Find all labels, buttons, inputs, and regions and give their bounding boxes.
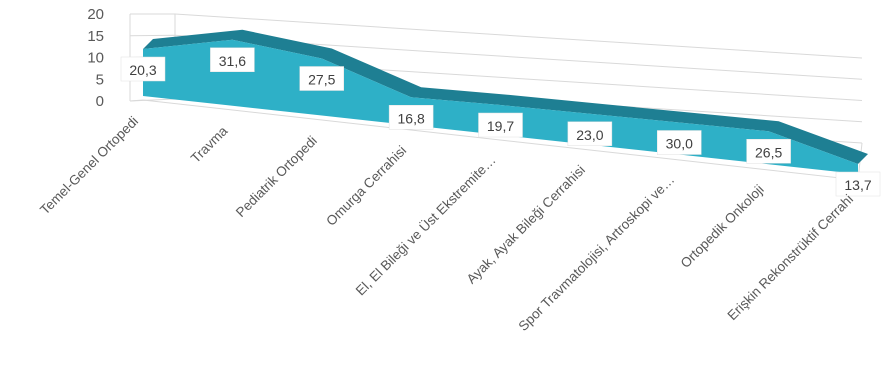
data-label-box bbox=[299, 66, 344, 91]
data-label: 20,3 bbox=[120, 56, 166, 82]
x-tick-label: Temel-Genel Ortopedi bbox=[37, 114, 141, 218]
data-label-box bbox=[478, 112, 523, 138]
y-tick-label: 10 bbox=[87, 50, 104, 67]
data-label-text: 23,0 bbox=[576, 127, 603, 143]
y-tick-label: 0 bbox=[96, 93, 104, 110]
x-tick-label: Omurga Cerrahisi bbox=[323, 143, 409, 229]
data-label-box bbox=[210, 47, 255, 72]
y-axis: 0 5 10 15 20 bbox=[87, 6, 104, 110]
data-label-box bbox=[388, 105, 434, 130]
data-label-box bbox=[567, 121, 613, 146]
data-label-text: 13,7 bbox=[844, 177, 871, 193]
area-top-surface bbox=[143, 29, 868, 164]
data-label-box bbox=[746, 139, 791, 164]
y-tick-label: 20 bbox=[87, 6, 104, 23]
data-label: 16,8 bbox=[388, 105, 434, 130]
data-label-text: 27,5 bbox=[308, 72, 335, 88]
data-label: 19,7 bbox=[478, 112, 523, 138]
data-label: 31,6 bbox=[210, 47, 255, 72]
data-label: 13,7 bbox=[835, 171, 881, 197]
data-labels: 20,3 31,6 27,5 16,8 19,7 23,0 30,0 26,5 13,7 bbox=[120, 47, 881, 197]
x-tick-label: Ayak, Ayak Bileği Cerrahisi bbox=[464, 162, 588, 286]
y-tick-label: 5 bbox=[96, 71, 104, 88]
data-label-text: 26,5 bbox=[755, 144, 782, 160]
data-label: 30,0 bbox=[657, 130, 702, 155]
data-label-box bbox=[120, 56, 166, 82]
data-label-text: 19,7 bbox=[487, 118, 514, 134]
data-label-box bbox=[657, 130, 702, 155]
data-label: 26,5 bbox=[746, 139, 791, 164]
x-tick-label: Ortopedik Onkoloji bbox=[678, 182, 767, 271]
y-tick-label: 15 bbox=[87, 28, 104, 45]
x-tick-label: Pediatrik Ortopedi bbox=[233, 133, 320, 220]
data-label: 23,0 bbox=[567, 121, 613, 146]
data-label-text: 20,3 bbox=[129, 62, 156, 78]
data-label-text: 16,8 bbox=[398, 110, 425, 126]
data-label-text: 30,0 bbox=[666, 136, 693, 152]
data-label-text: 31,6 bbox=[219, 53, 246, 69]
data-label: 27,5 bbox=[299, 66, 344, 91]
data-label-box bbox=[835, 171, 881, 197]
x-tick-label: Travma bbox=[188, 123, 231, 166]
x-tick-label: Spor Travmatolojisi, Artroskopi ve… bbox=[516, 172, 678, 334]
